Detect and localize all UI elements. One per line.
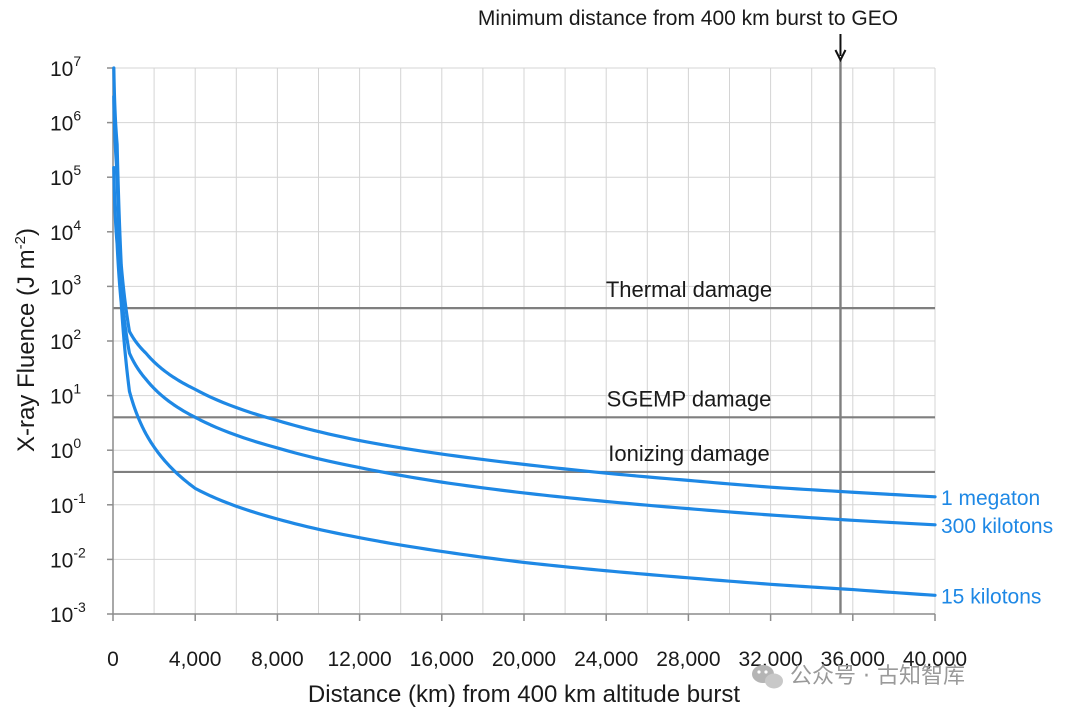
y-tick-labels: 107 106 105 104 103 102 101 100 10-1 10-2 10-3 — [50, 53, 86, 627]
x-tick-labels: 0 4,000 8,000 12,000 16,000 20,000 24,000 28,00… — [107, 648, 967, 671]
x-tick-label: 20,000 — [492, 648, 556, 671]
watermark-text: 公众号 · 古知智库 — [790, 664, 965, 689]
reference-lines: Thermal damage SGEMP damage Ionizing damag… — [113, 277, 935, 474]
vertical-marker — [834, 34, 847, 614]
x-tick-label: 4,000 — [169, 648, 222, 671]
y-tick-label: 10-3 — [50, 599, 86, 627]
x-tick-label: 12,000 — [327, 648, 391, 671]
series-line — [112, 165, 937, 597]
y-tick-label: 10-1 — [50, 490, 86, 518]
vertical-marker-label: Minimum distance from 400 km burst to GE… — [478, 7, 898, 30]
y-tick-label: 106 — [50, 108, 81, 136]
x-tick-label: 28,000 — [656, 648, 720, 671]
marker-arrow-head — [834, 49, 847, 63]
series-group: 1 megaton 300 kilotons 15 kilotons — [112, 66, 1053, 608]
series-label: 300 kilotons — [941, 515, 1053, 538]
series-label: 1 megaton — [941, 487, 1040, 510]
y-axis-title: X-ray Fluence (J m-2) — [12, 228, 40, 452]
x-tick-label: 16,000 — [410, 648, 474, 671]
y-tick-label: 103 — [50, 271, 81, 299]
y-tick-label: 105 — [50, 162, 81, 190]
y-tick-label: 107 — [50, 53, 81, 81]
axes — [107, 67, 936, 621]
x-tick-label: 8,000 — [251, 648, 304, 671]
reference-line-label: SGEMP damage — [607, 386, 772, 411]
reference-line-label: Thermal damage — [606, 277, 772, 302]
y-tick-label: 104 — [50, 217, 81, 245]
x-tick-label: 40,000 — [903, 648, 967, 671]
reference-line-label: Ionizing damage — [608, 441, 769, 466]
wechat-icon — [752, 665, 783, 689]
grid — [112, 67, 936, 615]
y-tick-label: 10-2 — [50, 544, 86, 572]
y-tick-label: 101 — [50, 381, 81, 409]
x-axis-title: Distance (km) from 400 km altitude burst — [308, 681, 740, 708]
x-tick-label: 24,000 — [574, 648, 638, 671]
x-tick-label: 32,000 — [738, 648, 802, 671]
series-line — [112, 94, 937, 527]
x-tick-label: 0 — [107, 648, 119, 671]
y-tick-label: 100 — [50, 435, 81, 463]
series-label: 15 kilotons — [941, 585, 1041, 608]
watermark: 公众号 · 古知智库 — [752, 664, 965, 689]
y-tick-label: 102 — [50, 326, 81, 354]
x-tick-label: 36,000 — [821, 648, 885, 671]
